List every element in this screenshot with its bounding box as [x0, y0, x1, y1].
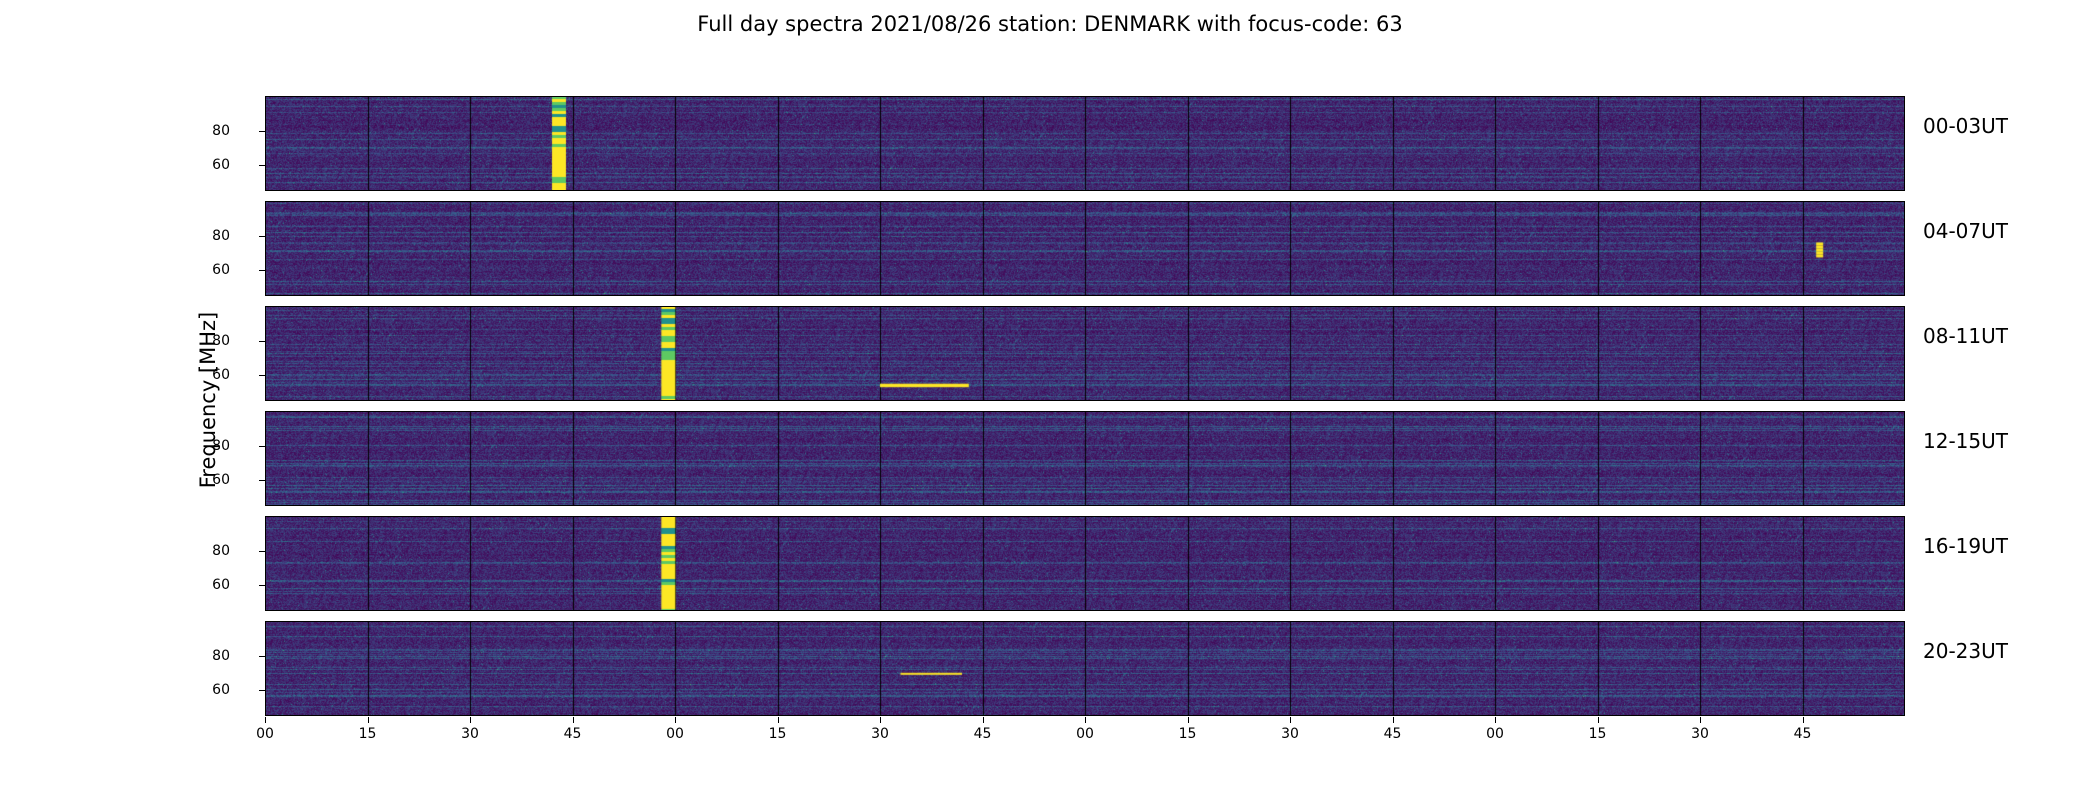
x-tick-label: 15 [1588, 726, 1607, 742]
spectra-panel-08-11UT [265, 306, 1905, 401]
panel-time-label: 08-11UT [1923, 324, 2008, 348]
x-tick-label: 45 [973, 726, 992, 742]
spectra-panel-12-15UT [265, 411, 1905, 506]
y-tick [259, 655, 265, 657]
chart-title: Full day spectra 2021/08/26 station: DEN… [697, 12, 1403, 36]
x-tick [1290, 717, 1291, 723]
x-tick-label: 15 [1178, 726, 1197, 742]
spectrogram-canvas [265, 96, 1905, 191]
panel-time-label: 00-03UT [1923, 114, 2008, 138]
x-tick [367, 717, 369, 723]
x-tick [777, 717, 779, 723]
x-tick [572, 717, 574, 723]
y-tick [259, 165, 265, 167]
x-tick-label: 45 [563, 726, 582, 742]
spectra-panel-16-19UT [265, 516, 1905, 611]
panel-time-label: 20-23UT [1923, 639, 2008, 663]
x-tick-label: 30 [461, 726, 479, 742]
x-tick [1700, 717, 1701, 723]
y-tick [259, 480, 265, 482]
spectra-panel-00-03UT [265, 96, 1905, 191]
x-tick [982, 717, 984, 723]
x-tick [1597, 717, 1599, 723]
y-tick [259, 130, 265, 132]
panel-time-label: 04-07UT [1923, 219, 2008, 243]
x-tick-label: 00 [1486, 726, 1504, 742]
x-tick [880, 717, 881, 723]
spectrogram-canvas [265, 621, 1905, 716]
x-tick-label: 00 [666, 726, 684, 742]
spectrogram-canvas [265, 306, 1905, 401]
x-tick-label: 15 [768, 726, 787, 742]
x-tick [1392, 717, 1394, 723]
y-tick [259, 270, 265, 272]
x-tick [470, 717, 471, 723]
x-tick-label: 00 [1076, 726, 1094, 742]
y-tick [259, 235, 265, 237]
y-tick [259, 585, 265, 587]
panel-time-label: 12-15UT [1923, 429, 2008, 453]
x-tick [1495, 717, 1496, 723]
spectra-panel-04-07UT [265, 201, 1905, 296]
x-tick-label: 30 [871, 726, 889, 742]
x-tick-label: 15 [358, 726, 377, 742]
x-tick-label: 45 [1383, 726, 1402, 742]
x-tick [1802, 717, 1804, 723]
panel-time-label: 16-19UT [1923, 534, 2008, 558]
spectrogram-canvas [265, 411, 1905, 506]
y-tick [259, 445, 265, 447]
y-tick [259, 550, 265, 552]
y-tick [259, 340, 265, 342]
x-tick [265, 717, 266, 723]
x-tick [1187, 717, 1189, 723]
spectrogram-canvas [265, 201, 1905, 296]
y-tick [259, 690, 265, 692]
x-tick-label: 30 [1691, 726, 1709, 742]
x-tick-label: 30 [1281, 726, 1299, 742]
spectra-panel-20-23UT [265, 621, 1905, 716]
y-tick [259, 375, 265, 377]
x-tick-label: 45 [1793, 726, 1812, 742]
x-tick [1085, 717, 1086, 723]
x-tick [675, 717, 676, 723]
spectrogram-canvas [265, 516, 1905, 611]
x-tick-label: 00 [256, 726, 274, 742]
